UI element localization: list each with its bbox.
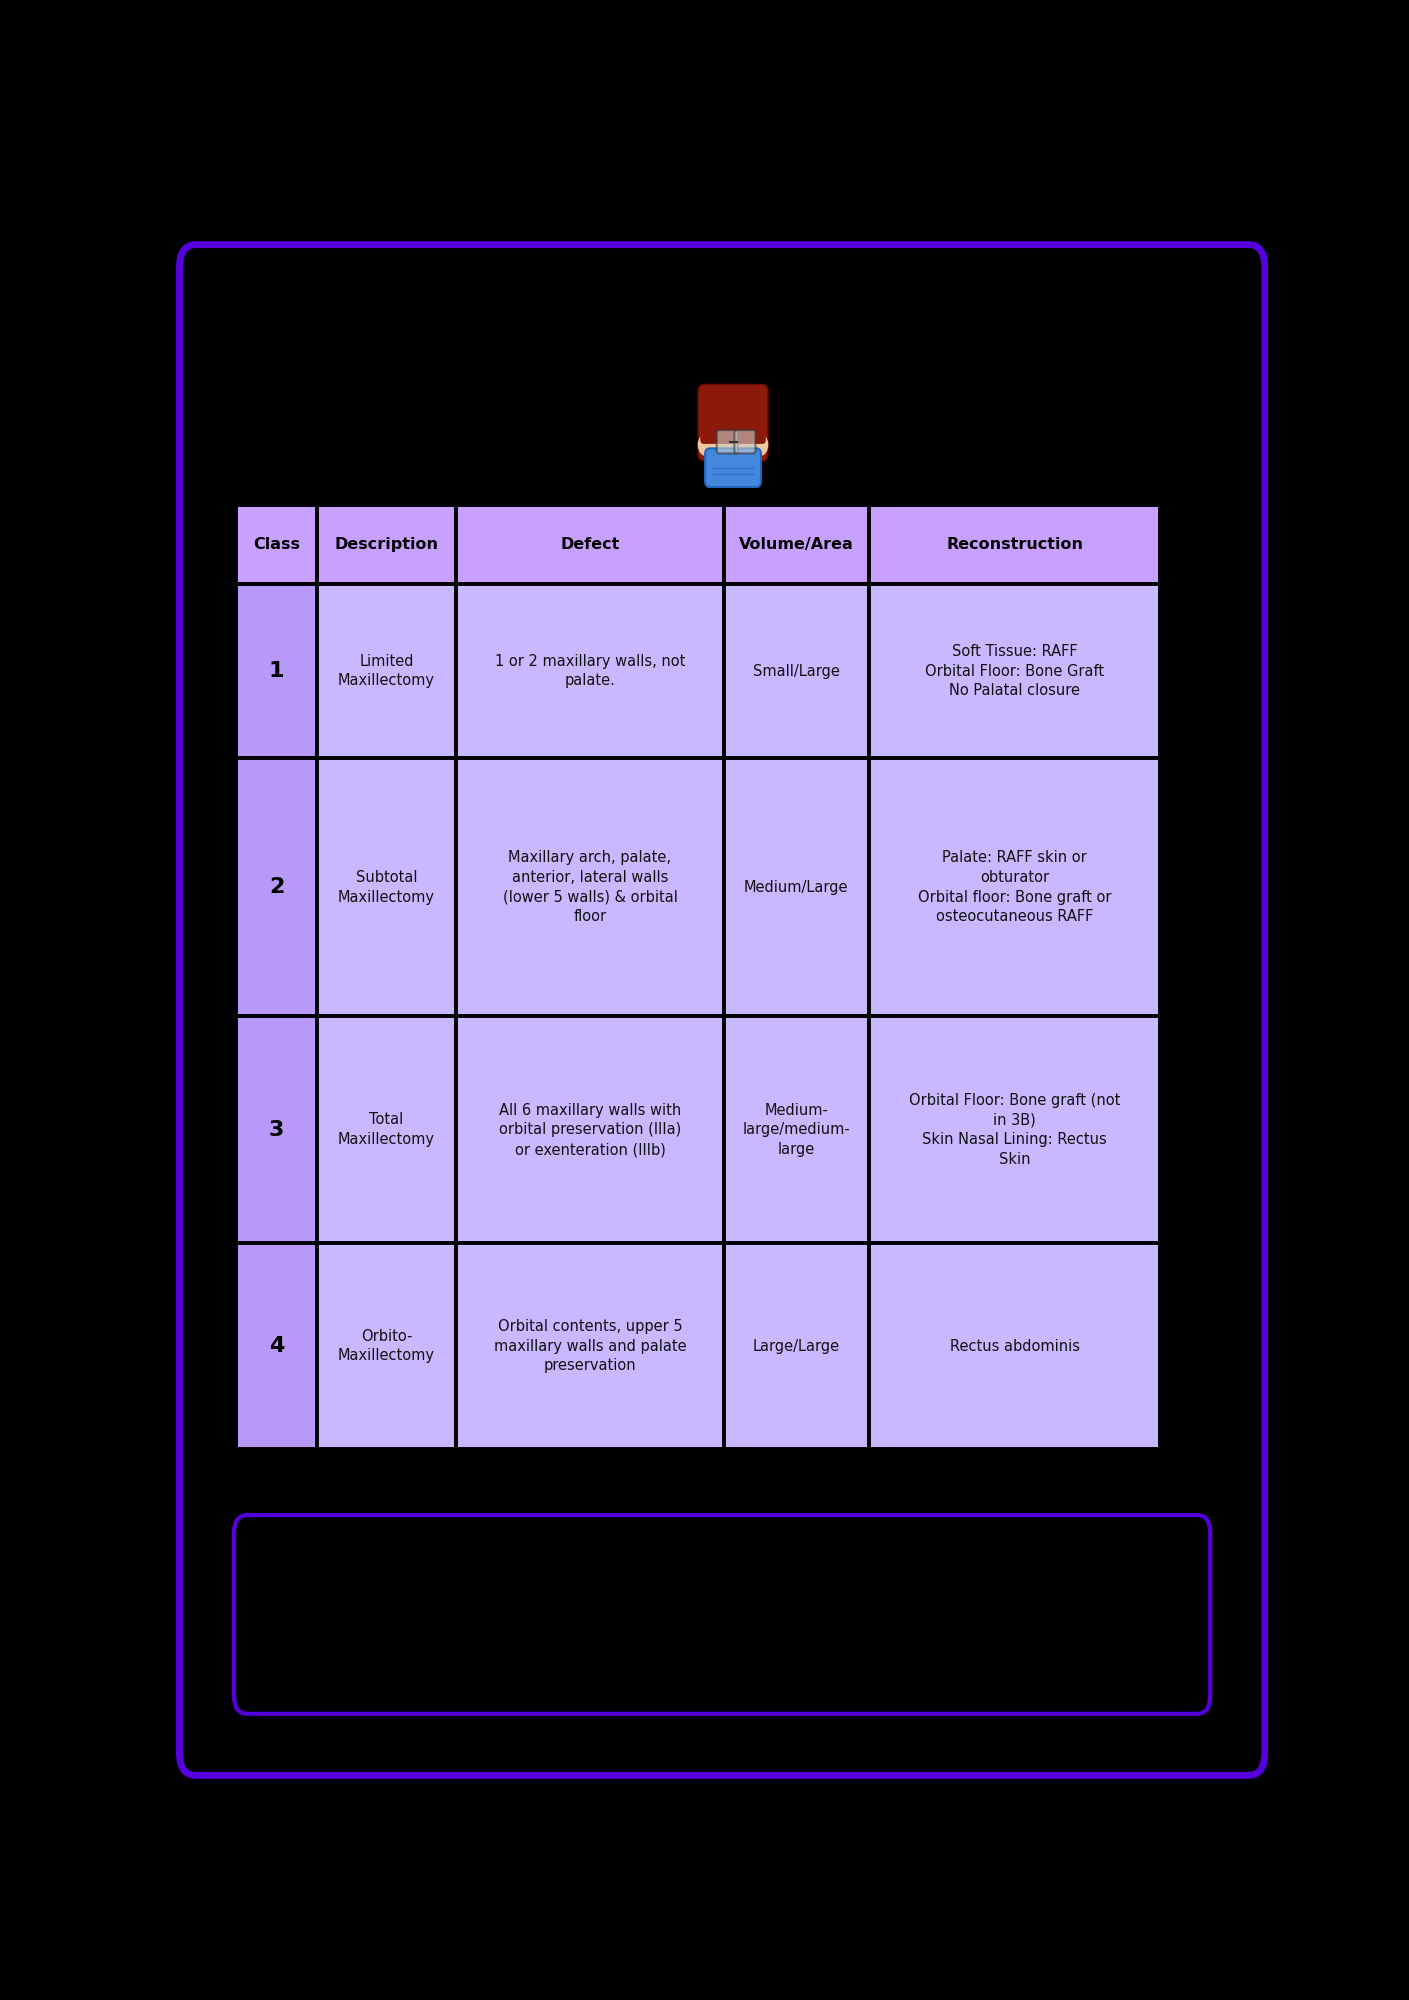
Bar xyxy=(724,758,869,1016)
Bar xyxy=(869,584,1160,758)
Bar xyxy=(317,1016,457,1244)
Bar xyxy=(869,758,1160,1016)
Bar xyxy=(724,1016,869,1244)
Text: Defect: Defect xyxy=(561,536,620,552)
FancyBboxPatch shape xyxy=(179,244,1265,1776)
Text: Class: Class xyxy=(254,536,300,552)
FancyBboxPatch shape xyxy=(697,384,768,460)
Text: Palate: RAFF skin or
obturator
Orbital floor: Bone graft or
osteocutaneous RAFF: Palate: RAFF skin or obturator Orbital f… xyxy=(917,850,1112,924)
Text: 4: 4 xyxy=(269,1336,285,1356)
Bar xyxy=(724,504,869,584)
Bar xyxy=(317,584,457,758)
Bar xyxy=(317,1244,457,1448)
Text: Small/Large: Small/Large xyxy=(752,664,840,678)
Text: All 6 maxillary walls with
orbital preservation (IIIa)
or exenteration (IIIb): All 6 maxillary walls with orbital prese… xyxy=(499,1102,681,1158)
Text: Orbito-
Maxillectomy: Orbito- Maxillectomy xyxy=(338,1328,435,1364)
Circle shape xyxy=(706,408,759,482)
Text: Maxillary arch, palate,
anterior, lateral walls
(lower 5 walls) & orbital
floor: Maxillary arch, palate, anterior, latera… xyxy=(503,850,678,924)
Bar xyxy=(237,504,317,584)
Bar xyxy=(457,1244,724,1448)
Text: Total
Maxillectomy: Total Maxillectomy xyxy=(338,1112,435,1148)
Text: Rectus abdominis: Rectus abdominis xyxy=(950,1338,1079,1354)
Text: Medium/Large: Medium/Large xyxy=(744,880,848,894)
Text: 1: 1 xyxy=(269,662,285,682)
Text: Subtotal
Maxillectomy: Subtotal Maxillectomy xyxy=(338,870,435,904)
Text: 3: 3 xyxy=(269,1120,285,1140)
Text: 2: 2 xyxy=(269,878,285,898)
FancyBboxPatch shape xyxy=(734,430,755,454)
Bar xyxy=(457,758,724,1016)
Bar xyxy=(869,504,1160,584)
Text: Volume/Area: Volume/Area xyxy=(738,536,854,552)
Bar xyxy=(317,758,457,1016)
Bar xyxy=(869,1244,1160,1448)
Circle shape xyxy=(752,434,768,456)
FancyBboxPatch shape xyxy=(704,448,761,488)
Text: Orbital contents, upper 5
maxillary walls and palate
preservation: Orbital contents, upper 5 maxillary wall… xyxy=(493,1318,686,1374)
Text: Description: Description xyxy=(334,536,438,552)
Bar xyxy=(237,1244,317,1448)
Bar xyxy=(724,1244,869,1448)
Bar xyxy=(457,1016,724,1244)
FancyBboxPatch shape xyxy=(234,1516,1210,1714)
FancyBboxPatch shape xyxy=(717,430,738,454)
FancyBboxPatch shape xyxy=(700,394,766,444)
Bar xyxy=(237,758,317,1016)
Bar xyxy=(869,1016,1160,1244)
Bar xyxy=(317,504,457,584)
Bar xyxy=(237,584,317,758)
Circle shape xyxy=(699,434,713,456)
Bar xyxy=(457,504,724,584)
Bar xyxy=(237,1016,317,1244)
Text: Soft Tissue: RAFF
Orbital Floor: Bone Graft
No Palatal closure: Soft Tissue: RAFF Orbital Floor: Bone Gr… xyxy=(924,644,1105,698)
Text: Large/Large: Large/Large xyxy=(752,1338,840,1354)
Text: Medium-
large/medium-
large: Medium- large/medium- large xyxy=(743,1102,850,1158)
Text: Limited
Maxillectomy: Limited Maxillectomy xyxy=(338,654,435,688)
Text: Orbital Floor: Bone graft (not
in 3B)
Skin Nasal Lining: Rectus
Skin: Orbital Floor: Bone graft (not in 3B) Sk… xyxy=(909,1092,1120,1168)
Text: 1 or 2 maxillary walls, not
palate.: 1 or 2 maxillary walls, not palate. xyxy=(495,654,685,688)
Bar xyxy=(457,584,724,758)
Bar xyxy=(724,584,869,758)
Text: Reconstruction: Reconstruction xyxy=(945,536,1084,552)
